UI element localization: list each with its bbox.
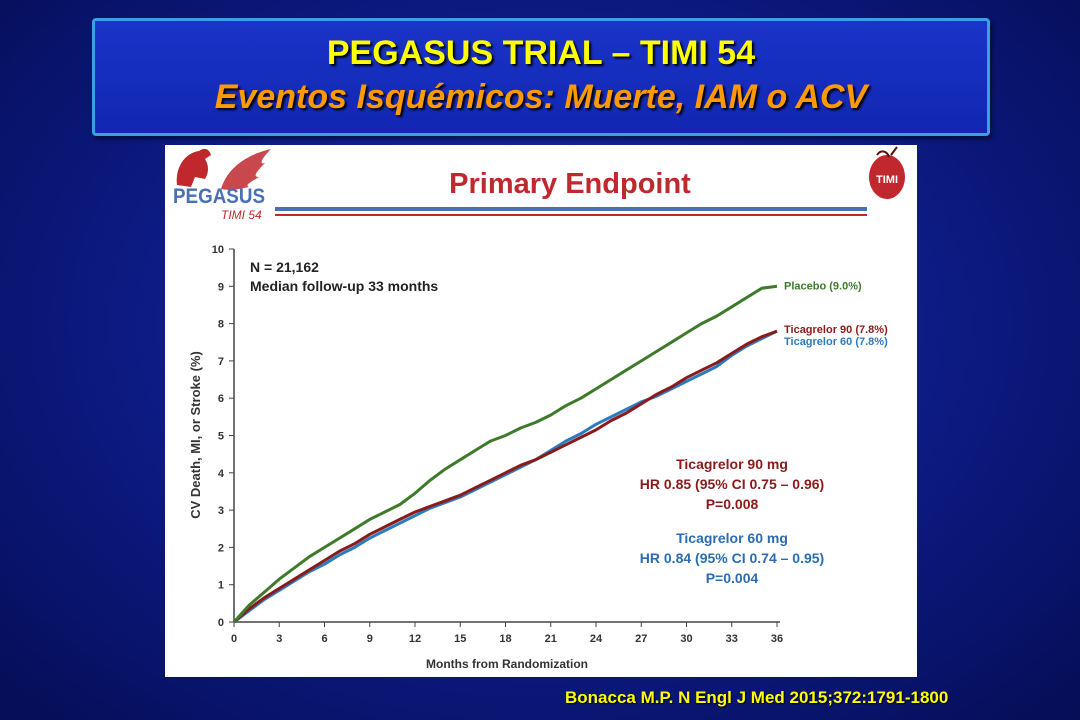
y-tick-label: 9 (218, 281, 224, 293)
x-tick-label: 24 (590, 633, 603, 645)
header-rule-blue (275, 207, 867, 211)
series-label-placebo: Placebo (9.0%) (784, 280, 862, 292)
chart-svg: PEGASUS TIMI 54 Primary Endpoint TIMI 0 3… (173, 146, 905, 671)
x-tick-label: 12 (409, 633, 421, 645)
y-tick-label: 3 (218, 505, 224, 517)
y-tick-label: 1 (218, 580, 224, 592)
block1-title: Ticagrelor 90 mg (676, 456, 788, 472)
x-tick-label: 18 (499, 633, 511, 645)
title-box: PEGASUS TRIAL – TIMI 54 Eventos Isquémic… (92, 18, 990, 136)
x-axis-label: Months from Randomization (426, 657, 588, 671)
wing-icon (221, 149, 271, 190)
series-line-placebo (232, 284, 778, 624)
y-tick-label: 2 (218, 542, 224, 554)
x-tick-label: 36 (771, 633, 783, 645)
block2-hr: HR 0.84 (95% CI 0.74 – 0.95) (640, 550, 824, 566)
block2-p: P=0.004 (706, 570, 759, 586)
citation: Bonacca M.P. N Engl J Med 2015;372:1791-… (565, 688, 949, 707)
series-label-ticagrelor-90: Ticagrelor 90 (7.8%) (784, 324, 888, 336)
block2-title: Ticagrelor 60 mg (676, 530, 788, 546)
x-tick-label: 30 (680, 633, 692, 645)
x-tick-label: 6 (321, 633, 327, 645)
annotation-n: N = 21,162 (250, 259, 319, 275)
series-label-ticagrelor-60: Ticagrelor 60 (7.8%) (784, 336, 888, 348)
x-tick-label: 9 (367, 633, 373, 645)
slide-subtitle: Eventos Isquémicos: Muerte, IAM o ACV (214, 78, 868, 116)
y-tick-label: 0 (218, 617, 224, 629)
timi-heart-icon (869, 155, 905, 199)
series-lines (232, 284, 778, 624)
header-rule-red (275, 214, 867, 216)
logo-right-text: TIMI (876, 174, 898, 186)
y-tick-label: 6 (218, 393, 224, 405)
logo-left-text: PEGASUS (173, 185, 265, 208)
pegasus-logo: PEGASUS TIMI 54 (173, 148, 271, 222)
series-labels: Placebo (9.0%) Ticagrelor 90 (7.8%)Ticagr… (784, 280, 888, 348)
slide-title: PEGASUS TRIAL – TIMI 54 (326, 34, 756, 72)
y-tick-label: 10 (212, 244, 224, 256)
y-axis-label: CV Death, MI, or Stroke (%) (188, 351, 203, 519)
x-tick-label: 33 (726, 633, 738, 645)
y-tick-label: 5 (218, 431, 224, 443)
panel-header: Primary Endpoint (449, 168, 691, 200)
timi-logo: TIMI (869, 146, 905, 199)
x-tick-label: 21 (545, 633, 557, 645)
y-tick-label: 4 (218, 468, 225, 480)
x-tick-label: 27 (635, 633, 647, 645)
series-line-ticagrelor-90 (233, 329, 778, 624)
block1-p: P=0.008 (706, 496, 759, 512)
series-line-ticagrelor-60 (233, 329, 778, 624)
horse-head-icon (176, 148, 211, 187)
y-tick-label: 7 (218, 356, 224, 368)
y-tick-label: 8 (218, 319, 224, 331)
logo-left-sub: TIMI 54 (221, 208, 262, 222)
x-tick-label: 0 (231, 633, 237, 645)
annotation-followup: Median follow-up 33 months (250, 278, 438, 294)
chart-panel: PEGASUS TIMI 54 Primary Endpoint TIMI 0 3… (165, 145, 917, 677)
x-tick-label: 15 (454, 633, 466, 645)
x-tick-label: 3 (276, 633, 282, 645)
block1-hr: HR 0.85 (95% CI 0.75 – 0.96) (640, 476, 824, 492)
